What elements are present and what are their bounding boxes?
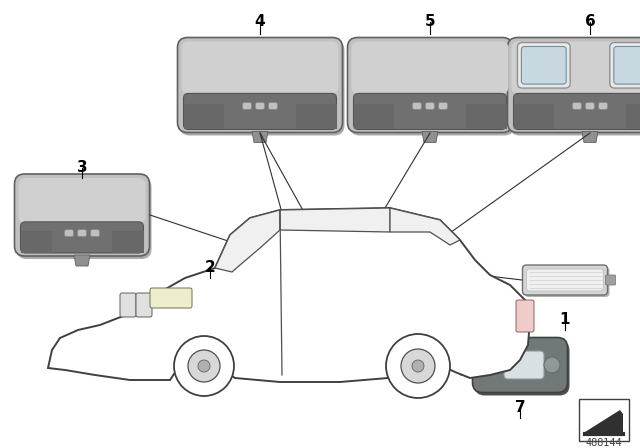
Polygon shape <box>112 231 143 253</box>
Polygon shape <box>215 210 280 272</box>
FancyBboxPatch shape <box>579 399 629 441</box>
FancyBboxPatch shape <box>522 265 607 295</box>
FancyBboxPatch shape <box>65 230 74 237</box>
Polygon shape <box>252 132 268 142</box>
Circle shape <box>544 357 560 373</box>
Polygon shape <box>627 104 640 129</box>
FancyBboxPatch shape <box>348 38 513 133</box>
FancyBboxPatch shape <box>136 293 152 317</box>
Polygon shape <box>390 208 460 245</box>
Polygon shape <box>48 208 530 382</box>
Text: 1: 1 <box>560 313 570 327</box>
Polygon shape <box>467 104 506 129</box>
Polygon shape <box>296 104 337 129</box>
FancyBboxPatch shape <box>527 269 604 291</box>
FancyBboxPatch shape <box>150 288 192 308</box>
Polygon shape <box>280 208 390 232</box>
FancyBboxPatch shape <box>77 230 86 237</box>
Text: 2: 2 <box>205 260 216 276</box>
FancyBboxPatch shape <box>211 286 259 310</box>
Polygon shape <box>353 104 394 129</box>
FancyBboxPatch shape <box>610 43 640 88</box>
Polygon shape <box>585 410 623 435</box>
Circle shape <box>484 357 500 373</box>
FancyBboxPatch shape <box>17 177 152 259</box>
FancyBboxPatch shape <box>229 316 241 325</box>
Circle shape <box>386 334 450 398</box>
FancyBboxPatch shape <box>511 42 640 94</box>
FancyBboxPatch shape <box>177 38 342 133</box>
Text: 6: 6 <box>584 14 595 30</box>
Polygon shape <box>20 231 52 253</box>
FancyBboxPatch shape <box>179 40 344 135</box>
Text: 4: 4 <box>255 14 266 30</box>
FancyBboxPatch shape <box>573 103 582 109</box>
FancyBboxPatch shape <box>509 40 640 135</box>
FancyBboxPatch shape <box>351 42 509 94</box>
FancyBboxPatch shape <box>19 178 145 223</box>
FancyBboxPatch shape <box>15 174 150 256</box>
FancyBboxPatch shape <box>353 93 506 129</box>
FancyBboxPatch shape <box>508 38 640 133</box>
FancyBboxPatch shape <box>90 230 99 237</box>
FancyBboxPatch shape <box>472 337 568 392</box>
Text: 488144: 488144 <box>586 438 622 448</box>
FancyBboxPatch shape <box>438 103 447 109</box>
FancyBboxPatch shape <box>598 103 607 109</box>
FancyBboxPatch shape <box>207 282 262 318</box>
Circle shape <box>401 349 435 383</box>
FancyBboxPatch shape <box>605 275 616 285</box>
Circle shape <box>188 350 220 382</box>
FancyBboxPatch shape <box>525 267 609 297</box>
FancyBboxPatch shape <box>255 103 264 109</box>
FancyBboxPatch shape <box>413 103 422 109</box>
Circle shape <box>412 360 424 372</box>
FancyBboxPatch shape <box>504 351 544 379</box>
Polygon shape <box>422 132 438 142</box>
Text: 3: 3 <box>77 160 87 176</box>
Text: 7: 7 <box>515 401 525 415</box>
FancyBboxPatch shape <box>586 103 595 109</box>
FancyBboxPatch shape <box>120 293 136 317</box>
Circle shape <box>174 336 234 396</box>
FancyBboxPatch shape <box>517 43 570 88</box>
FancyBboxPatch shape <box>184 93 337 129</box>
Polygon shape <box>582 132 598 142</box>
FancyBboxPatch shape <box>474 340 570 396</box>
Polygon shape <box>513 104 554 129</box>
FancyBboxPatch shape <box>460 355 476 375</box>
Polygon shape <box>184 104 224 129</box>
FancyBboxPatch shape <box>209 284 264 320</box>
FancyBboxPatch shape <box>513 93 640 129</box>
FancyBboxPatch shape <box>349 40 515 135</box>
FancyBboxPatch shape <box>269 103 278 109</box>
FancyBboxPatch shape <box>614 47 640 84</box>
FancyBboxPatch shape <box>426 103 435 109</box>
Text: 5: 5 <box>425 14 435 30</box>
FancyBboxPatch shape <box>516 300 534 332</box>
FancyBboxPatch shape <box>522 47 566 84</box>
Circle shape <box>198 360 210 372</box>
FancyBboxPatch shape <box>243 103 252 109</box>
FancyBboxPatch shape <box>20 222 143 253</box>
Polygon shape <box>74 255 90 266</box>
FancyBboxPatch shape <box>182 42 339 94</box>
